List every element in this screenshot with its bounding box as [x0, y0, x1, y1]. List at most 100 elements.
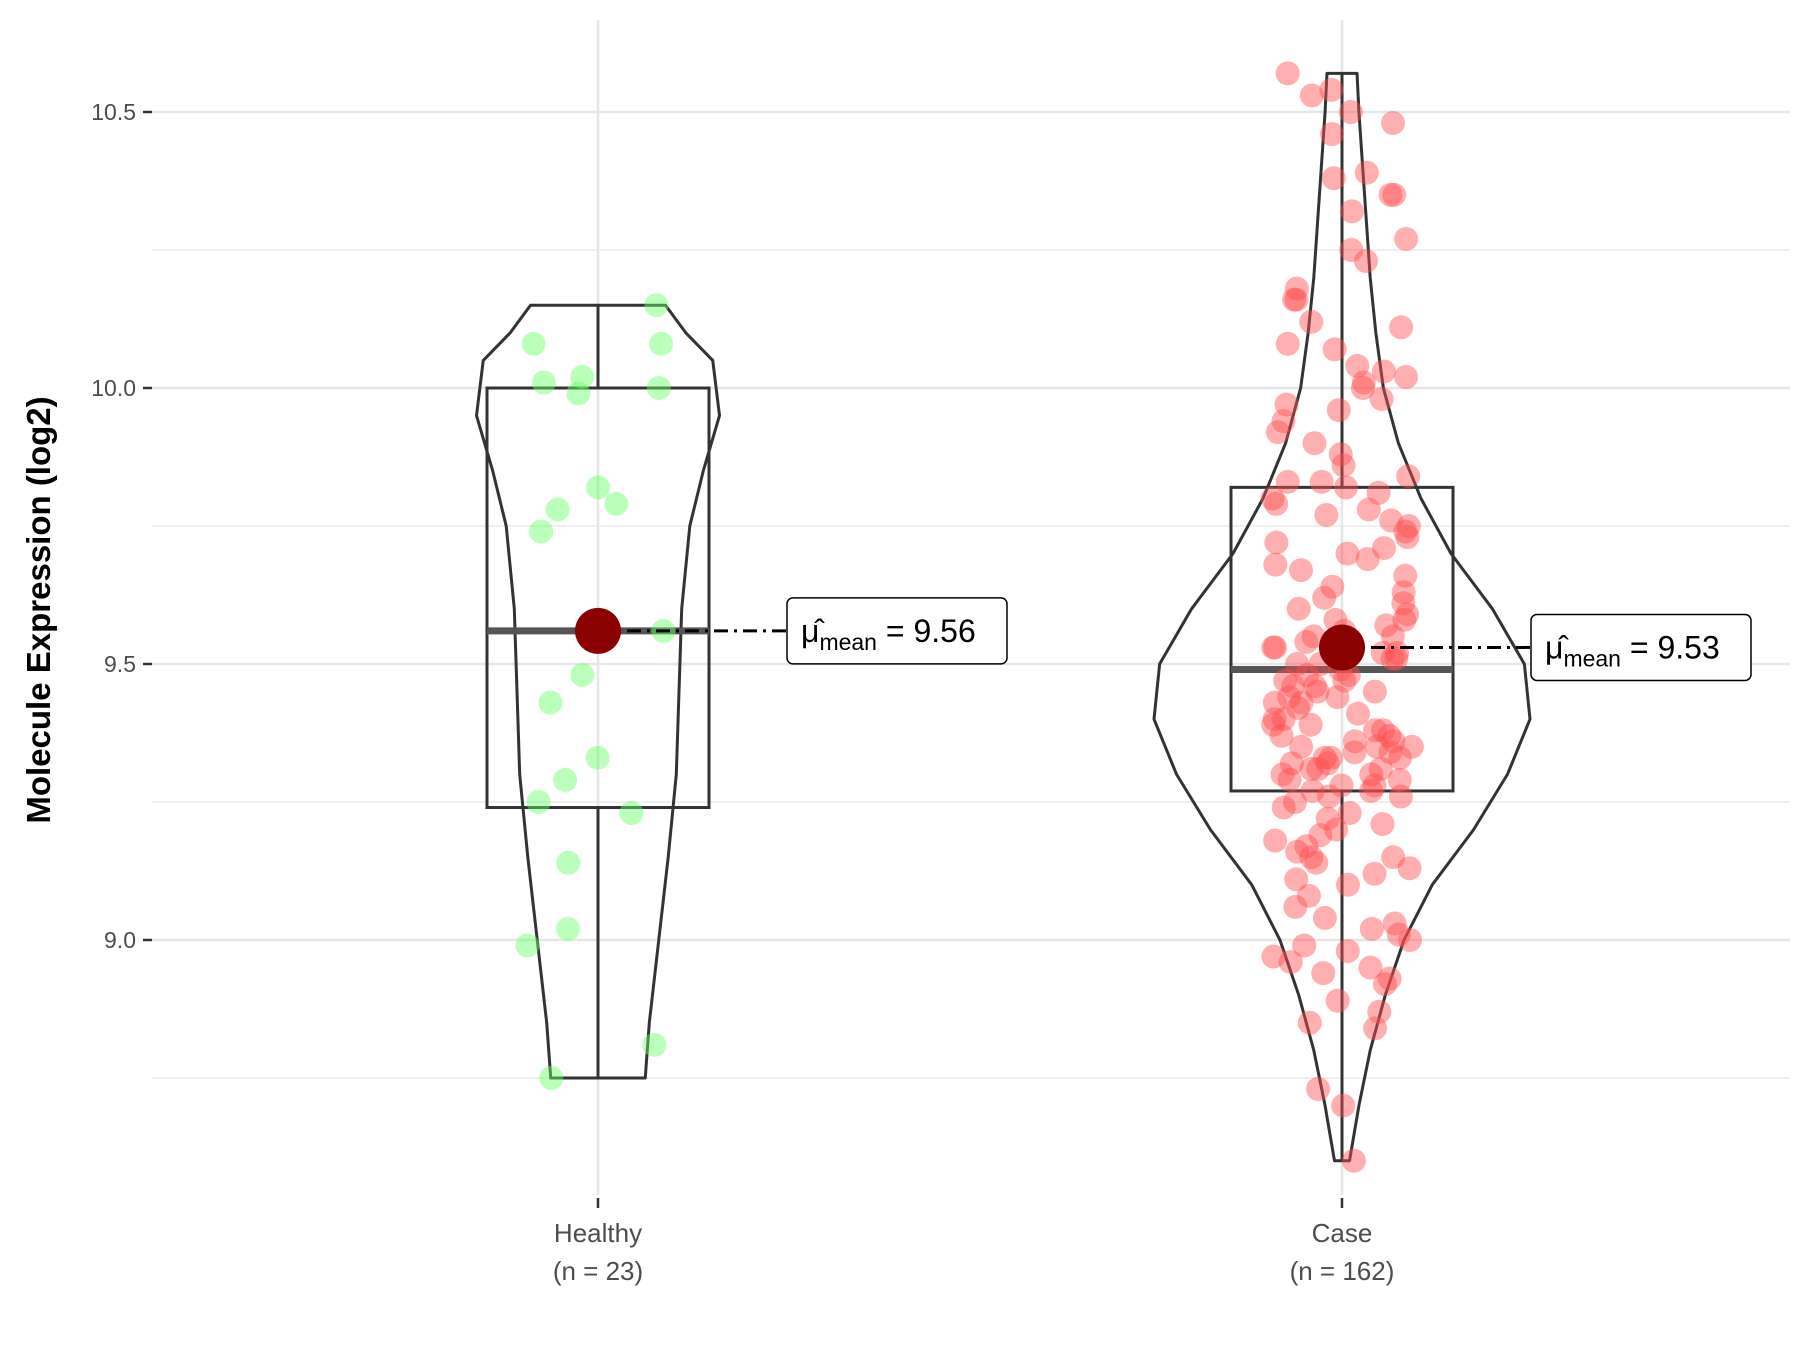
data-point — [1394, 226, 1419, 251]
data-point — [1371, 536, 1396, 561]
data-point — [1350, 376, 1375, 400]
data-point — [1320, 574, 1345, 599]
data-point — [1297, 1010, 1322, 1035]
data-point — [1370, 812, 1395, 837]
data-point — [1296, 883, 1321, 908]
mean-label: μ̂mean = 9.53 — [1545, 629, 1720, 671]
data-point — [1346, 701, 1371, 726]
data-point — [1362, 773, 1387, 798]
data-point — [1335, 541, 1360, 566]
data-point — [1275, 469, 1300, 494]
data-point — [1271, 795, 1296, 820]
data-point — [604, 491, 629, 516]
data-point — [1305, 679, 1330, 704]
data-point — [521, 331, 546, 356]
data-point — [1381, 111, 1406, 136]
data-point — [1379, 508, 1404, 533]
data-point — [1342, 740, 1367, 765]
data-point — [1264, 491, 1289, 516]
data-point — [1261, 635, 1286, 660]
data-point — [1389, 315, 1414, 340]
data-point — [1331, 453, 1356, 478]
data-point — [1281, 674, 1306, 699]
iqr-box — [1229, 485, 1455, 793]
data-point — [1275, 331, 1300, 356]
violins — [475, 71, 1532, 1163]
data-point — [1345, 353, 1370, 378]
data-point — [1378, 740, 1403, 765]
data-point — [1381, 845, 1406, 870]
data-point — [1370, 640, 1395, 665]
data-point — [1362, 861, 1387, 886]
data-point — [1396, 514, 1421, 538]
data-point — [1328, 442, 1353, 467]
data-point — [1384, 646, 1409, 671]
data-point — [1312, 585, 1337, 610]
data-point — [1302, 674, 1327, 699]
data-point — [1364, 734, 1389, 759]
data-point — [1339, 238, 1364, 262]
data-point — [1282, 287, 1307, 312]
data-point — [1284, 276, 1309, 301]
iqr-box — [485, 386, 711, 810]
data-point — [1289, 558, 1314, 583]
data-point — [1339, 199, 1364, 224]
data-point — [1395, 602, 1420, 627]
data-point — [1380, 646, 1405, 671]
data-point — [1334, 475, 1359, 500]
data-point — [1306, 756, 1331, 781]
data-point — [1294, 663, 1319, 688]
data-point — [1289, 690, 1314, 715]
data-point — [1299, 756, 1324, 781]
data-point — [1273, 668, 1298, 693]
data-point — [1263, 828, 1288, 853]
data-point — [1294, 834, 1319, 859]
data-point — [1378, 182, 1403, 207]
data-point — [529, 519, 554, 544]
data-point — [1388, 784, 1413, 809]
data-point — [1294, 629, 1319, 654]
data-point — [1263, 635, 1288, 660]
data-point — [553, 767, 578, 792]
data-point — [1398, 928, 1423, 952]
data-point — [1299, 309, 1324, 334]
data-point — [1260, 486, 1285, 511]
data-point — [1289, 734, 1314, 759]
data-point — [1283, 894, 1308, 919]
data-point — [1277, 685, 1302, 710]
data-point — [1278, 950, 1303, 975]
data-point — [1394, 364, 1419, 389]
data-point — [1391, 580, 1416, 605]
mean-marker — [1319, 624, 1365, 671]
data-point — [538, 690, 563, 715]
data-point — [1317, 784, 1342, 809]
data-point — [1292, 933, 1317, 958]
data-point — [526, 790, 551, 814]
data-point — [642, 1032, 667, 1057]
y-tick-label: 10.0 — [91, 375, 136, 401]
data-point — [1261, 712, 1286, 737]
data-point — [1380, 624, 1405, 649]
data-point — [1277, 767, 1302, 792]
x-category-count: (n = 23) — [553, 1256, 643, 1286]
data-point — [1381, 729, 1406, 754]
mean-label: μ̂mean = 9.56 — [801, 613, 976, 655]
data-point — [1359, 778, 1384, 803]
data-point — [1387, 767, 1412, 792]
data-point — [1264, 530, 1289, 555]
data-point — [1299, 845, 1324, 870]
data-point — [1335, 872, 1360, 897]
data-point — [646, 376, 671, 400]
data-point — [1319, 122, 1344, 147]
data-point — [1392, 607, 1417, 632]
data-point — [1299, 83, 1324, 108]
data-point — [1359, 762, 1384, 787]
data-point — [1312, 745, 1337, 770]
data-point — [1356, 497, 1381, 522]
data-point — [1286, 696, 1311, 721]
data-point — [1325, 685, 1350, 710]
data-point — [1279, 751, 1304, 776]
data-point — [1386, 922, 1411, 947]
data-point — [1368, 756, 1393, 781]
